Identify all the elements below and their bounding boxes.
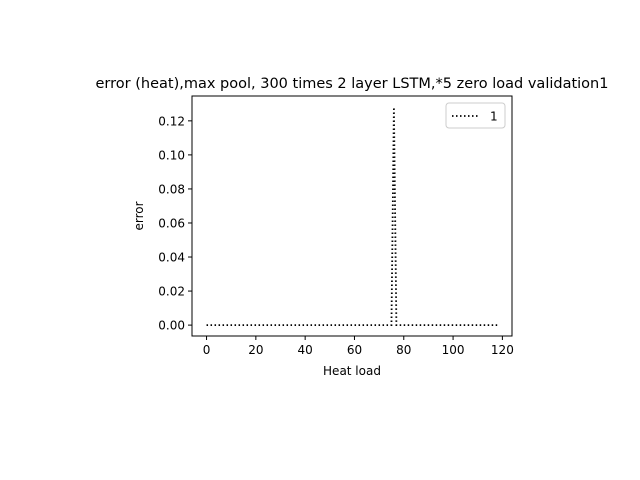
y-tick-label: 0.12 [158, 114, 185, 128]
chart-title: error (heat),max pool, 300 times 2 layer… [96, 76, 609, 92]
y-tick-label: 0.02 [158, 285, 185, 299]
x-tick-label: 80 [396, 343, 411, 357]
legend-box [445, 102, 506, 129]
legend-entry-label: 1 [490, 110, 498, 124]
x-tick-label: 120 [491, 343, 514, 357]
x-tick-label: 0 [203, 343, 211, 357]
x-axis: 0 20 40 60 80 100 120 [203, 336, 514, 357]
y-tick-label: 0.00 [158, 319, 185, 333]
legend: 1 [445, 102, 506, 129]
y-axis-label: error [132, 201, 146, 230]
y-tick-label: 0.06 [158, 216, 185, 230]
y-tick-label: 0.08 [158, 182, 185, 196]
y-axis: 0.00 0.02 0.04 0.06 0.08 0.10 0.12 [158, 114, 192, 333]
x-tick-label: 40 [298, 343, 313, 357]
x-tick-label: 20 [248, 343, 263, 357]
x-tick-label: 60 [347, 343, 362, 357]
y-tick-label: 0.10 [158, 148, 185, 162]
y-tick-label: 0.04 [158, 251, 185, 265]
axes-frame [191, 95, 513, 337]
x-axis-label: Heat load [323, 364, 381, 378]
x-tick-label: 100 [442, 343, 465, 357]
